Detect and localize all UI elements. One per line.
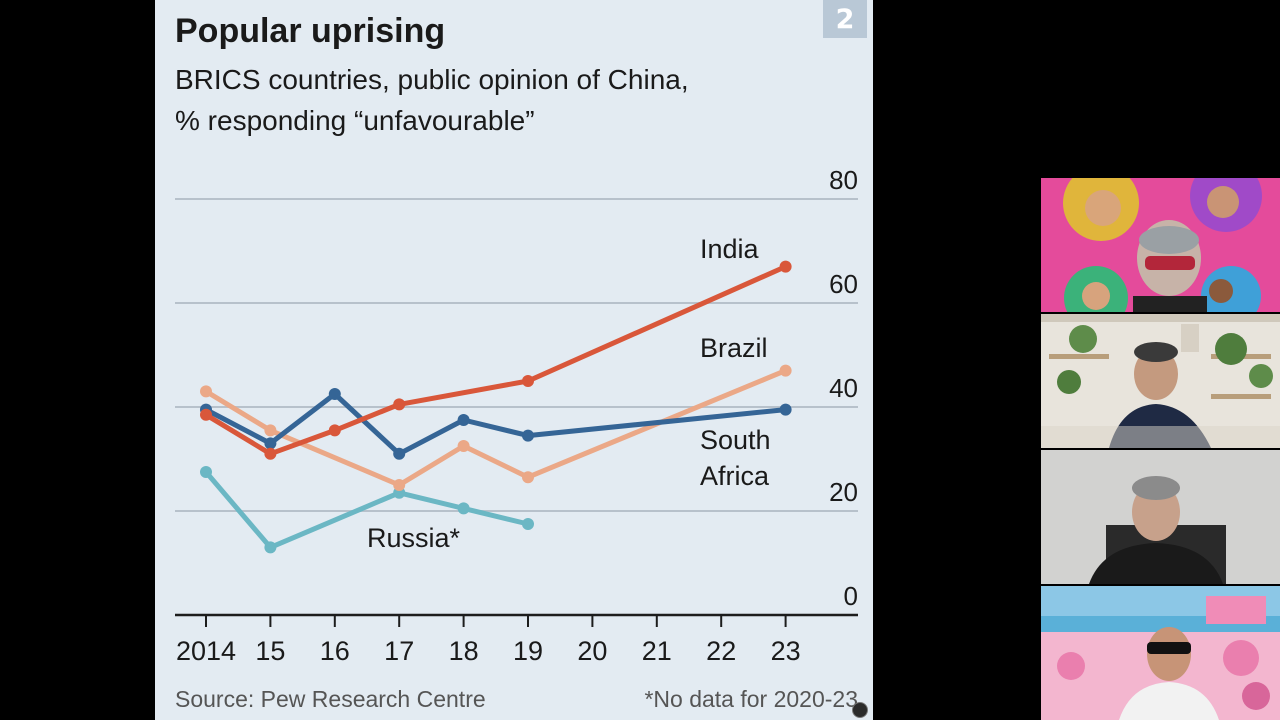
y-tick-label-40: 40 (829, 373, 858, 403)
data-point-russia-2014 (200, 466, 212, 478)
participant-video-3 (1041, 450, 1280, 584)
participant-video-2 (1041, 314, 1280, 448)
series-label-russia: Russia* (367, 523, 461, 553)
series-label-brazil: Brazil (700, 333, 768, 363)
gridlines (175, 198, 858, 512)
footnote: *No data for 2020-23 (644, 686, 858, 712)
participant-tile-2[interactable] (1041, 314, 1280, 448)
data-point-russia-2019 (522, 518, 534, 530)
data-point-brazil-2023 (779, 364, 792, 377)
y-tick-label-80: 80 (829, 165, 858, 195)
x-tick-label-2014: 2014 (176, 636, 236, 666)
page-number-badge: 2 (823, 0, 867, 38)
y-tick-label-20: 20 (829, 477, 858, 507)
data-point-south-africa-2019 (522, 429, 534, 442)
x-tick-label-15: 15 (255, 636, 285, 666)
data-point-brazil-2019 (522, 471, 534, 484)
x-tick-label-16: 16 (320, 636, 350, 666)
data-point-india-2019 (522, 375, 534, 387)
data-point-india-2015 (264, 447, 277, 460)
data-point-south-africa-2018 (457, 414, 470, 426)
data-point-india-2016 (328, 424, 341, 437)
participant-video-1 (1041, 178, 1280, 312)
data-point-south-africa-2015 (264, 437, 277, 450)
x-axis: 2014 15 16 17 18 19 20 21 22 23 (175, 613, 858, 666)
data-point-south-africa-2023 (779, 403, 792, 416)
participant-gallery (1041, 178, 1280, 720)
x-tick-label-22: 22 (706, 636, 736, 666)
data-point-brazil-2015 (264, 424, 277, 437)
chart-title: Popular uprising (175, 12, 445, 50)
y-tick-label-60: 60 (829, 269, 858, 299)
y-axis-ticks: 0 20 40 60 80 (829, 165, 858, 611)
data-point-russia-2018 (457, 502, 470, 515)
line-chart: Popular uprising BRICS countries, public… (175, 12, 858, 712)
data-point-brazil-2018 (457, 440, 470, 452)
series-lines (200, 260, 792, 554)
data-point-brazil-2014 (200, 385, 212, 398)
x-tick-label-17: 17 (384, 636, 414, 666)
shared-slide: Popular uprising BRICS countries, public… (155, 0, 873, 720)
participant-tile-3[interactable] (1041, 450, 1280, 584)
data-point-brazil-2017 (393, 479, 406, 491)
chart-subtitle-line1: BRICS countries, public opinion of China… (175, 64, 689, 95)
x-tick-label-23: 23 (771, 636, 801, 666)
y-tick-label-0: 0 (844, 581, 858, 611)
series-label-india: India (700, 234, 760, 264)
x-tick-label-21: 21 (642, 636, 672, 666)
data-point-india-2017 (393, 398, 406, 411)
series-line-india (203, 264, 789, 457)
x-tick-label-19: 19 (513, 636, 543, 666)
x-tick-label-18: 18 (449, 636, 479, 666)
series-labels: Russia* Brazil South Africa India (367, 234, 771, 553)
x-tick-label-20: 20 (577, 636, 607, 666)
series-line-brazil (203, 368, 789, 488)
participant-video-4 (1041, 586, 1280, 720)
series-label-south-africa: South (700, 425, 771, 455)
data-point-india-2014 (200, 408, 212, 421)
data-point-south-africa-2017 (393, 447, 406, 460)
data-point-russia-2015 (264, 541, 277, 554)
chart-subtitle-line2: % responding “unfavourable” (175, 105, 535, 136)
screen-share-icon[interactable] (852, 702, 868, 718)
source-note: Source: Pew Research Centre (175, 686, 486, 712)
data-point-india-2023 (779, 260, 792, 273)
participant-tile-1[interactable] (1041, 178, 1280, 312)
participant-tile-4[interactable] (1041, 586, 1280, 720)
series-label-south-africa-2: Africa (700, 461, 770, 491)
data-point-south-africa-2016 (328, 388, 341, 400)
